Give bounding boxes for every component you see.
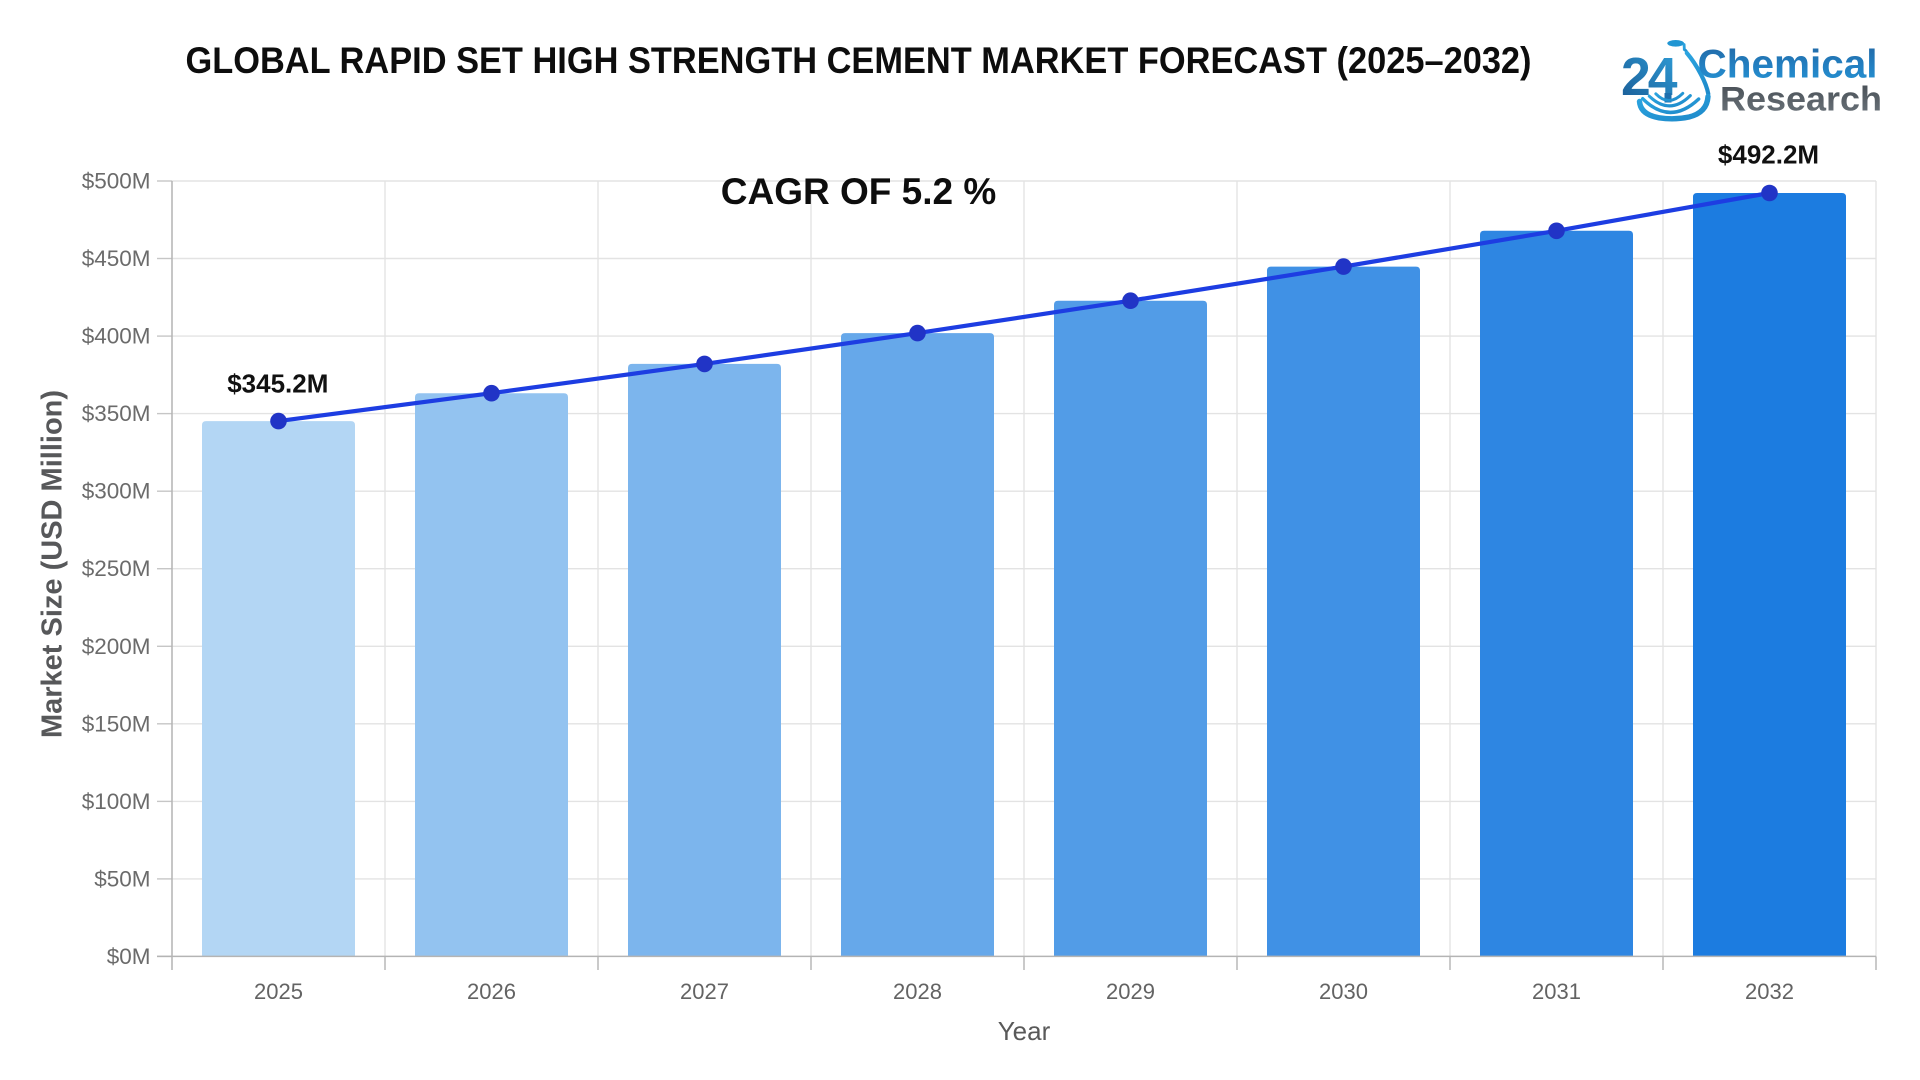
- svg-text:$150M: $150M: [82, 711, 151, 736]
- svg-text:CAGR OF 5.2 %: CAGR OF 5.2 %: [721, 171, 997, 212]
- svg-text:$345.2M: $345.2M: [227, 369, 328, 399]
- svg-text:2028: 2028: [893, 979, 942, 1004]
- svg-text:$200M: $200M: [82, 634, 151, 659]
- svg-text:$350M: $350M: [82, 401, 151, 426]
- svg-text:$250M: $250M: [82, 556, 151, 581]
- svg-text:$500M: $500M: [82, 169, 151, 194]
- svg-text:2025: 2025: [254, 979, 303, 1004]
- svg-text:$400M: $400M: [82, 324, 151, 349]
- svg-text:2030: 2030: [1319, 979, 1368, 1004]
- svg-text:2032: 2032: [1745, 979, 1794, 1004]
- svg-text:2027: 2027: [680, 979, 729, 1004]
- svg-text:Year: Year: [998, 1016, 1051, 1046]
- svg-text:2031: 2031: [1532, 979, 1581, 1004]
- svg-text:Chemical: Chemical: [1698, 43, 1878, 87]
- svg-text:2029: 2029: [1106, 979, 1155, 1004]
- svg-text:$492.2M: $492.2M: [1718, 140, 1819, 170]
- svg-text:2026: 2026: [467, 979, 516, 1004]
- svg-text:$450M: $450M: [82, 246, 151, 271]
- svg-text:$100M: $100M: [82, 789, 151, 814]
- svg-text:$0M: $0M: [107, 944, 151, 969]
- svg-text:$50M: $50M: [94, 866, 150, 891]
- svg-text:Market Size (USD Million): Market Size (USD Million): [37, 390, 69, 738]
- svg-text:$300M: $300M: [82, 479, 151, 504]
- svg-text:GLOBAL RAPID SET HIGH STRENGTH: GLOBAL RAPID SET HIGH STRENGTH CEMENT MA…: [186, 39, 1532, 81]
- svg-text:Research: Research: [1720, 81, 1882, 119]
